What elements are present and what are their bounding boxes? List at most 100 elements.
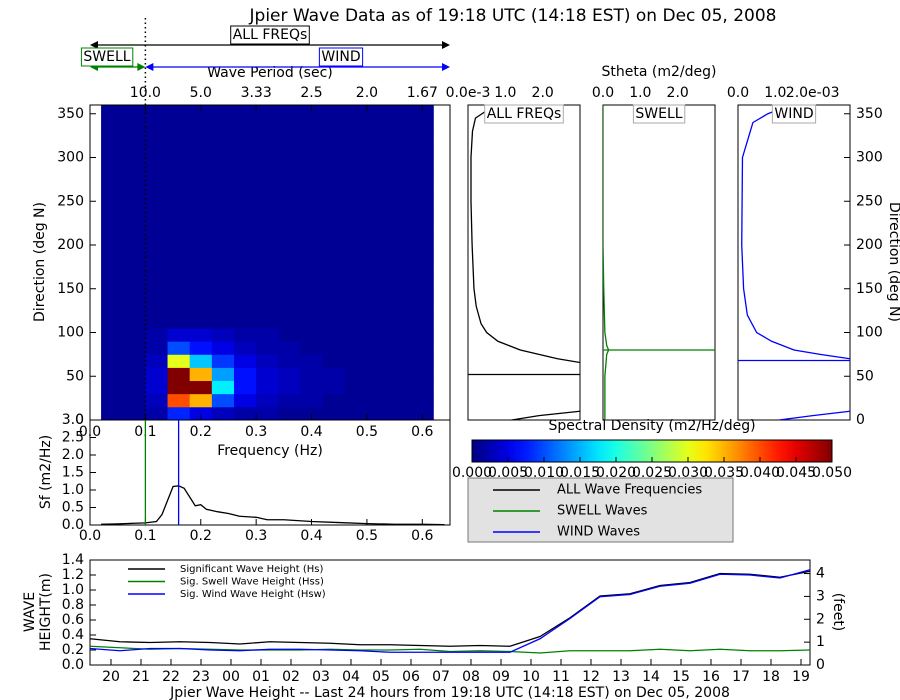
heatmap-cell — [167, 196, 191, 211]
y-tick-label: 0 — [856, 412, 865, 428]
heatmap-cell — [211, 170, 235, 185]
heatmap-cell — [189, 288, 213, 303]
heatmap-cell — [344, 236, 368, 250]
heatmap-cell — [366, 131, 390, 145]
x-tick-label: 11 — [552, 669, 570, 685]
heatmap-cell — [189, 223, 213, 237]
heatmap-cell — [123, 262, 146, 277]
heatmap-cell — [123, 236, 146, 250]
heatmap-cell — [278, 367, 301, 382]
arrow-head — [90, 41, 98, 49]
legend-label: SWELL Waves — [557, 504, 648, 519]
top-x-tick-label: 10.0 — [130, 85, 161, 101]
x-tick-label: 0.0e-3 — [446, 85, 491, 101]
heatmap-cell — [300, 170, 324, 185]
heatmap-cell — [167, 236, 191, 250]
heatmap-cell — [145, 315, 168, 329]
panel-label-box — [632, 104, 686, 124]
heatmap-cell — [300, 380, 324, 395]
heatmap-cell — [278, 328, 301, 342]
heatmap-cell — [322, 249, 346, 263]
heatmap-cell — [145, 341, 168, 355]
heatmap-cell — [278, 249, 301, 263]
heatmap-cell — [344, 328, 368, 342]
heatmap-cell — [101, 183, 124, 198]
heatmap-cell — [167, 301, 191, 316]
heatmap-cell — [123, 196, 146, 211]
heatmap-cell — [300, 275, 324, 290]
axes-frame — [89, 559, 811, 666]
range-label-box — [318, 47, 364, 67]
heatmap-cell — [189, 393, 213, 408]
heatmap-cell — [411, 105, 434, 119]
heatmap-cell — [366, 236, 390, 250]
y2-tick-label: 3 — [816, 588, 825, 604]
x-tick-label: 10 — [522, 669, 540, 685]
heatmap-cell — [256, 183, 279, 198]
panel-label-box — [771, 104, 817, 124]
heatmap-cell — [145, 144, 168, 158]
heatmap-cell — [322, 196, 346, 211]
heatmap-cell — [300, 196, 324, 211]
heatmap-cell — [234, 328, 257, 342]
y-tick-label: 3.0 — [62, 412, 84, 428]
heatmap-cell — [411, 157, 434, 172]
heatmap-cell — [344, 170, 368, 185]
heatmap-cell — [189, 406, 213, 421]
heatmap-cell — [322, 341, 346, 355]
heatmap-cell — [211, 210, 235, 224]
heatmap-cell — [145, 288, 168, 303]
range-label: WIND — [321, 49, 360, 65]
heatmap-cell — [256, 196, 279, 211]
colorbar-tick-label: 0.040 — [740, 465, 780, 481]
heatmap-cell — [189, 210, 213, 224]
heatmap-cell — [389, 157, 412, 172]
heatmap-cell — [101, 354, 124, 368]
heatmap-cell — [366, 144, 390, 158]
heatmap-cell — [411, 380, 434, 395]
heatmap-cell — [366, 315, 390, 329]
heatmap-cell — [145, 223, 168, 237]
y-tick-label: 350 — [57, 106, 84, 122]
heatmap-cell — [300, 328, 324, 342]
heatmap-cell — [167, 170, 191, 185]
heatmap-cell — [256, 105, 279, 119]
heatmap-cell — [123, 354, 146, 368]
heatmap-cell — [344, 315, 368, 329]
heatmap-cell — [344, 157, 368, 172]
heatmap-cell — [167, 367, 191, 382]
heatmap-cell — [256, 236, 279, 250]
heatmap-cell — [389, 118, 412, 132]
heatmap-cell — [411, 118, 434, 132]
heatmap-cell — [167, 328, 191, 342]
heatmap-cell — [389, 196, 412, 211]
x-tick-label: 16 — [702, 669, 720, 685]
heatmap-cell — [189, 354, 213, 368]
heatmap-cell — [234, 118, 257, 132]
heatmap-cell — [211, 341, 235, 355]
heatmap-cell — [278, 196, 301, 211]
heatmap-cell — [145, 118, 168, 132]
heatmap-cell — [256, 341, 279, 355]
heatmap-cell — [366, 288, 390, 303]
heatmap-cell — [389, 301, 412, 316]
heatmap-cell — [278, 223, 301, 237]
y-tick-label: 0.5 — [62, 500, 84, 516]
heatmap-cell — [322, 170, 346, 185]
heatmap-cell — [123, 249, 146, 263]
heatmap-cell — [389, 393, 412, 408]
heatmap-cell — [189, 275, 213, 290]
x-tick-label: 18 — [762, 669, 780, 685]
heatmap-cell — [322, 354, 346, 368]
heatmap-cell — [189, 105, 213, 119]
x-tick-label: 01 — [252, 669, 270, 685]
y-tick-label: 0.0 — [62, 657, 84, 673]
heatmap-cell — [389, 288, 412, 303]
y-tick-label: 150 — [856, 281, 883, 297]
range-label-box — [80, 47, 134, 67]
heatmap-cell — [389, 406, 412, 421]
heatmap-cell — [101, 380, 124, 395]
x-axis-label: Frequency (Hz) — [217, 443, 323, 459]
heatmap-cell — [101, 288, 124, 303]
heatmap-cell — [322, 236, 346, 250]
